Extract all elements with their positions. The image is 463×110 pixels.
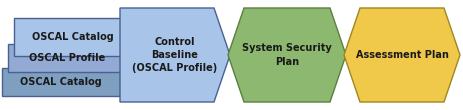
Polygon shape (120, 8, 230, 102)
Polygon shape (2, 68, 120, 96)
Text: OSCAL Profile: OSCAL Profile (29, 53, 105, 63)
Polygon shape (227, 8, 345, 102)
Polygon shape (14, 18, 131, 56)
Text: Control
Baseline
(OSCAL Profile): Control Baseline (OSCAL Profile) (132, 37, 217, 73)
Text: OSCAL Catalog: OSCAL Catalog (32, 32, 113, 42)
Polygon shape (343, 8, 459, 102)
Text: Assessment Plan: Assessment Plan (355, 50, 447, 60)
Text: OSCAL Catalog: OSCAL Catalog (20, 77, 102, 87)
Text: System Security
Plan: System Security Plan (242, 43, 331, 67)
Polygon shape (8, 44, 126, 72)
